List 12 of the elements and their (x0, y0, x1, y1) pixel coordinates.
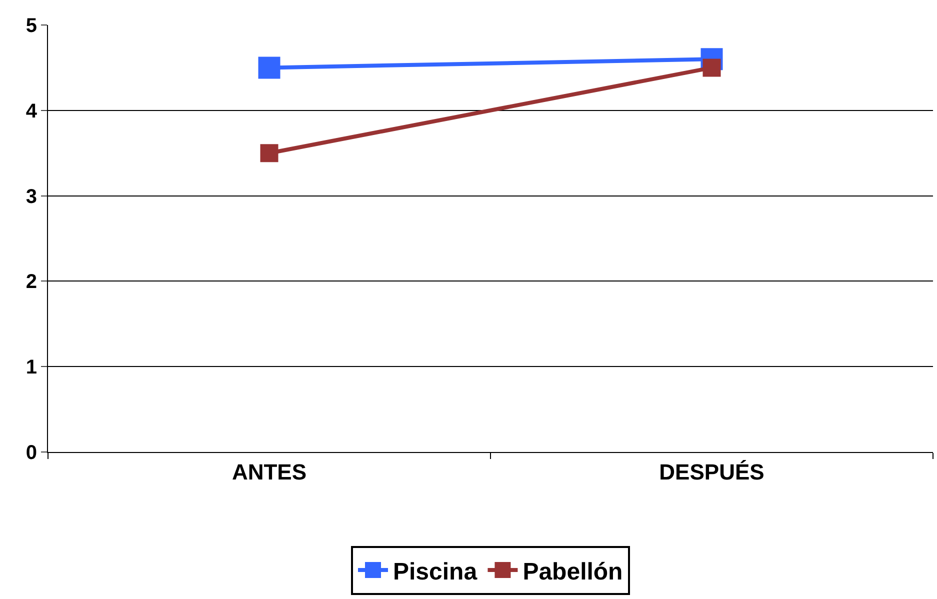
y-tick-label: 3 (26, 186, 37, 208)
point (260, 144, 278, 162)
y-tick-label: 2 (26, 271, 37, 294)
y-tick-label: 1 (26, 356, 37, 379)
legend-label: Pabellón (522, 558, 623, 586)
y-tick-label: 0 (26, 442, 37, 464)
y-tick-label: 5 (26, 15, 37, 37)
x-tick-label: DESPUÉS (659, 459, 764, 484)
point (258, 56, 280, 79)
legend-label: Piscina (393, 558, 478, 586)
x-tick-label: ANTES (232, 459, 307, 484)
y-tick-label: 4 (26, 100, 38, 122)
